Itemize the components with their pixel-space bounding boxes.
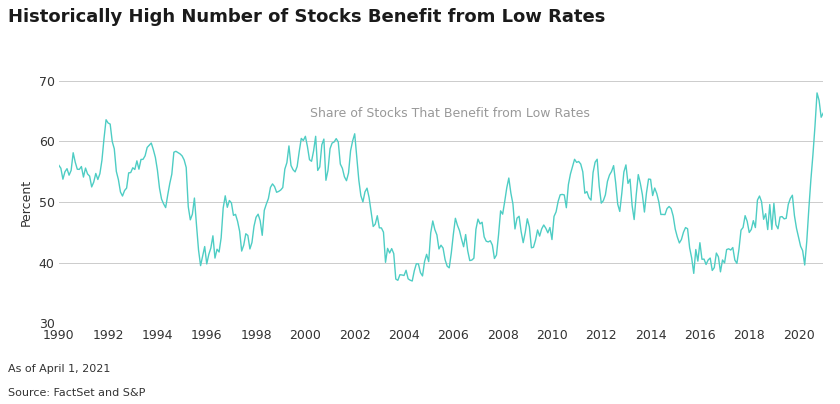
Y-axis label: Percent: Percent <box>20 179 33 225</box>
Text: Share of Stocks That Benefit from Low Rates: Share of Stocks That Benefit from Low Ra… <box>310 107 591 120</box>
Text: Historically High Number of Stocks Benefit from Low Rates: Historically High Number of Stocks Benef… <box>8 8 606 26</box>
Text: Source: FactSet and S&P: Source: FactSet and S&P <box>8 388 146 398</box>
Text: As of April 1, 2021: As of April 1, 2021 <box>8 364 111 374</box>
